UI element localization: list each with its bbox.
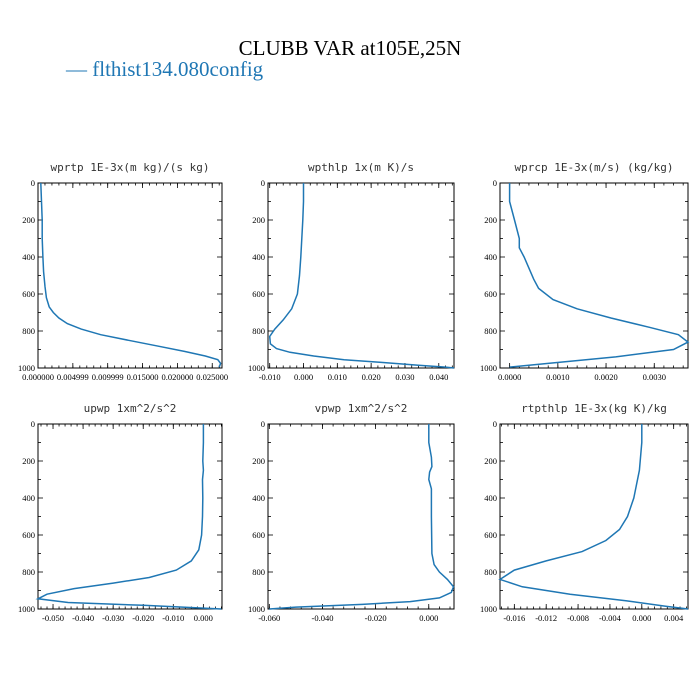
panel-title: upwp 1xm^2/s^2 [84,402,177,415]
x-tick-label: 0.020000 [161,372,193,382]
y-tick-label: 600 [484,289,497,299]
x-tick-label: 0.000000 [22,372,54,382]
y-tick-label: 1000 [18,363,35,373]
profile-line [498,424,689,610]
y-tick-label: 0 [261,419,265,429]
panel-title: wprcp 1E-3x(m/s) (kg/kg) [515,161,674,174]
y-tick-label: 600 [22,289,35,299]
plot-frame [499,182,689,369]
y-tick-label: 800 [22,567,35,577]
x-tick-label: -0.004 [599,613,622,623]
y-tick-label: 0 [493,419,497,429]
x-tick-label: 0.004 [664,613,684,623]
x-tick-label: -0.060 [258,613,280,623]
x-tick-label: 0.015000 [127,372,159,382]
x-tick-label: 0.0020 [594,372,617,382]
panel-5: vpwp 1xm^2/s^2 0 200 400 600 800 1000-0.060 -0.… [248,402,455,623]
y-tick-label: 800 [484,326,497,336]
figure-title: CLUBB VAR at105E,25N [238,36,462,60]
y-tick-label: 200 [22,456,35,466]
x-tick-label: -0.040 [311,613,333,623]
y-tick-label: 200 [484,456,497,466]
y-tick-label: 1000 [480,604,497,614]
panel-4: upwp 1xm^2/s^2 0 200 400 600 800 1000 -0.050 -0.… [18,402,223,623]
panel-title: wprtp 1E-3x(m kg)/(s kg) [51,161,210,174]
x-tick-label: 0.000 [632,613,651,623]
x-tick-label: 0.010 [328,372,347,382]
profile-line [40,182,222,368]
x-tick-label: -0.008 [567,613,589,623]
x-tick-label: 0.025000 [196,372,228,382]
plot-frame [499,423,689,610]
panel-1: wprtp 1E-3x(m kg)/(s kg) 0 200 400 600 800 100… [18,161,228,382]
y-tick-label: 800 [252,567,265,577]
x-tick-label: -0.010 [259,372,281,382]
x-tick-label: 0.040 [429,372,448,382]
x-tick-label: -0.030 [102,613,124,623]
plot-frame [37,423,223,610]
panel-2: wpthlp 1x(m K)/s 0 200 400 600 800 1000-0.010 0… [248,161,455,382]
profile-line [269,424,455,610]
y-tick-label: 1000 [18,604,35,614]
y-tick-label: 400 [22,252,35,262]
y-tick-label: 200 [22,215,35,225]
x-tick-label: 0.0030 [643,372,666,382]
x-tick-label: 0.000 [419,613,438,623]
y-tick-label: 1000 [248,363,265,373]
y-tick-label: 600 [22,530,35,540]
y-tick-label: 400 [484,493,497,503]
y-tick-label: 0 [31,178,35,188]
x-tick-label: 0.030 [395,372,414,382]
y-tick-label: 800 [252,326,265,336]
x-tick-label: 0.000 [294,372,313,382]
y-tick-label: 400 [252,252,265,262]
y-tick-label: 200 [484,215,497,225]
y-tick-label: 600 [484,530,497,540]
x-tick-label: 0.009999 [92,372,124,382]
y-tick-label: 1000 [480,363,497,373]
y-tick-label: 200 [252,456,265,466]
y-tick-label: 0 [261,178,265,188]
y-tick-label: 200 [252,215,265,225]
profile-line [508,183,690,368]
y-tick-label: 1000 [248,604,265,614]
legend-entry: — flthist134.080config [66,57,264,81]
x-tick-label: -0.016 [503,613,525,623]
y-tick-label: 400 [484,252,497,262]
panel-title: wpthlp 1x(m K)/s [308,161,414,174]
x-tick-label: -0.020 [132,613,154,623]
profile-line [35,424,222,610]
y-tick-label: 800 [22,326,35,336]
panel-title: vpwp 1xm^2/s^2 [315,402,408,415]
y-tick-label: 0 [493,178,497,188]
y-tick-label: 600 [252,530,265,540]
panel-title: rtpthlp 1E-3x(kg K)/kg [521,402,667,415]
x-tick-label: -0.020 [365,613,387,623]
panel-6: rtpthlp 1E-3x(kg K)/kg02004006008001000-… [480,402,689,623]
y-tick-label: 600 [252,289,265,299]
x-tick-label: 0.0010 [546,372,569,382]
x-tick-label: 0.020 [362,372,381,382]
x-tick-label: -0.012 [535,613,557,623]
plot-frame [267,423,455,610]
y-tick-label: 400 [252,493,265,503]
x-tick-label: 0.000 [194,613,213,623]
x-tick-label: 0.0000 [498,372,521,382]
panel-3: wprcp 1E-3x(m/s) (kg/kg) 0 200 400 600 800 100… [480,161,690,382]
profile-line [268,183,455,369]
x-tick-label: -0.010 [162,613,184,623]
plot-frame [267,182,455,369]
x-tick-label: 0.004999 [57,372,89,382]
x-tick-label: -0.050 [42,613,64,623]
y-tick-label: 400 [22,493,35,503]
y-tick-label: 0 [31,419,35,429]
x-tick-label: -0.040 [72,613,94,623]
y-tick-label: 800 [484,567,497,577]
